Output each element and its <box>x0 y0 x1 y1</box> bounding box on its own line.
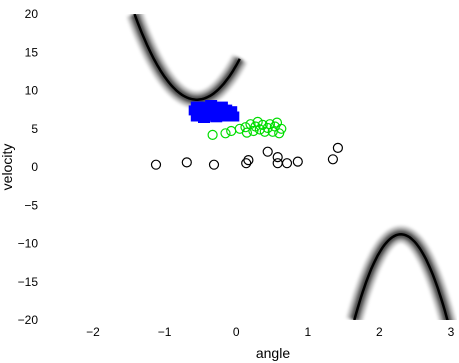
x-tick-label: 1 <box>304 325 311 339</box>
data-point-square <box>198 102 210 113</box>
data-point-circle <box>257 119 268 131</box>
x-tick-label: −2 <box>86 325 100 339</box>
data-point-circle <box>262 146 273 157</box>
data-point-square <box>227 111 240 122</box>
data-point-circle <box>332 142 343 153</box>
density-band-mid <box>130 14 244 104</box>
y-tick-label: −10 <box>18 237 39 251</box>
data-points <box>150 100 343 170</box>
y-tick-label: 0 <box>31 160 38 174</box>
data-point-circle <box>274 128 285 139</box>
y-axis-label: velocity <box>0 144 15 191</box>
data-point-circle <box>272 158 283 169</box>
x-tick-label: 0 <box>233 325 240 339</box>
y-tick-label: 15 <box>25 45 39 59</box>
density-band-core <box>353 233 449 320</box>
data-point-square <box>215 101 228 112</box>
y-tick-label: 10 <box>25 84 39 98</box>
data-point-circle <box>150 159 162 170</box>
data-point-circle <box>220 128 231 139</box>
y-tick-label: −20 <box>18 313 39 327</box>
density-bands <box>127 14 456 320</box>
data-point-circle <box>207 129 218 140</box>
data-point-circle <box>241 127 252 138</box>
x-tick-label: 2 <box>376 325 383 339</box>
data-point-square <box>205 100 218 110</box>
data-point-square <box>225 106 238 117</box>
data-point-circle <box>243 155 254 166</box>
data-point-circle <box>327 154 338 165</box>
density-band-core <box>133 14 241 101</box>
y-tick-label: −15 <box>18 275 39 289</box>
data-point-circle <box>292 156 303 167</box>
y-tick-label: −5 <box>24 198 38 212</box>
data-point-circle <box>272 152 283 163</box>
y-tick-label: 5 <box>31 122 38 136</box>
y-tick-label: 20 <box>25 7 39 21</box>
data-point-square <box>190 101 203 112</box>
data-point-square <box>206 110 219 121</box>
x-tick-label: −1 <box>158 325 172 339</box>
x-tick-label: 3 <box>448 325 455 339</box>
data-point-circle <box>208 159 220 170</box>
x-axis-label: angle <box>256 345 290 361</box>
data-point-circle <box>281 158 293 169</box>
data-point-circle <box>181 157 192 168</box>
data-point-circle <box>245 119 256 130</box>
data-point-circle <box>252 116 263 128</box>
data-point-circle <box>226 125 237 137</box>
x-axis-ticks: −2 −1 0 1 2 3 <box>86 325 455 339</box>
y-axis-ticks: 20 15 10 5 0 −5 −10 −15 −20 <box>18 7 39 327</box>
data-point-circle <box>241 158 252 169</box>
data-point-circle <box>276 123 287 134</box>
